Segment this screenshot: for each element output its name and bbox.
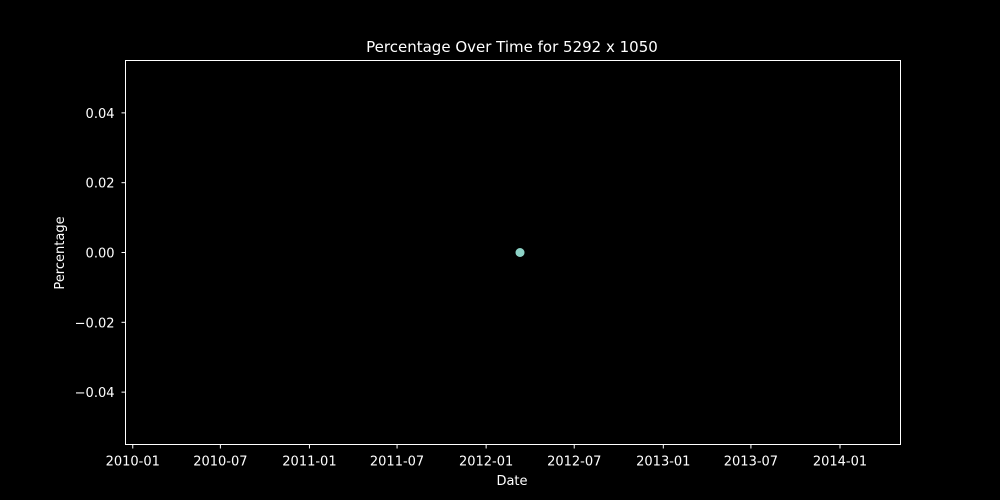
y-tick-label: 0.04	[86, 107, 115, 122]
x-tick-label: 2013-01	[636, 455, 690, 470]
x-tick-label: 2010-01	[106, 455, 160, 470]
y-tick-label: −0.04	[75, 386, 115, 401]
x-axis-title: Date	[496, 474, 527, 489]
x-tick-label: 2014-01	[813, 455, 867, 470]
y-axis-title: Percentage	[53, 216, 68, 289]
x-tick-label: 2012-07	[547, 455, 601, 470]
plot-area	[125, 60, 901, 445]
y-tick-label: 0.00	[86, 247, 115, 262]
x-tick-label: 2012-01	[459, 455, 513, 470]
data-point	[515, 248, 525, 257]
y-axis-ticks: 0.04 0.02 0.00 −0.02 −0.04	[75, 107, 126, 401]
x-tick-label: 2013-07	[724, 455, 778, 470]
x-tick-label: 2011-01	[282, 455, 336, 470]
x-tick-label: 2010-07	[193, 455, 247, 470]
chart-title: Percentage Over Time for 5292 x 1050	[366, 38, 658, 56]
y-tick-label: −0.02	[75, 316, 115, 331]
y-tick-label: 0.02	[86, 177, 115, 192]
x-axis-ticks: 2010-01 2010-07 2011-01 2011-07 2012-01 2012-…	[106, 444, 867, 470]
data-points	[515, 248, 525, 257]
x-tick-label: 2011-07	[370, 455, 424, 470]
